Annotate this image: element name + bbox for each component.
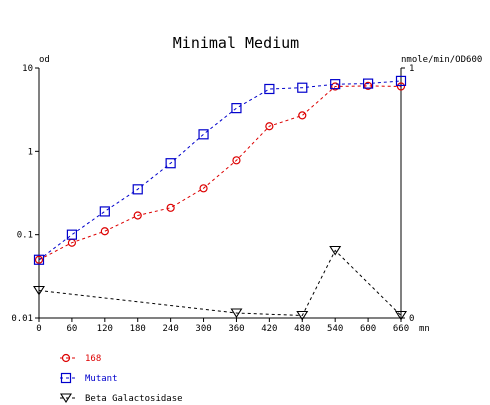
x-tick-label: 120: [97, 324, 113, 334]
x-tick-label: 180: [130, 324, 146, 334]
data-point: [133, 211, 142, 220]
data-point: [330, 79, 341, 90]
series-1: [33, 75, 407, 265]
legend-item: Mutant: [60, 372, 118, 384]
legend-marker: [61, 353, 71, 363]
data-point: [395, 310, 407, 321]
x-tick-label: 60: [66, 324, 77, 334]
legend-label: Beta Galactosidase: [85, 394, 183, 404]
series-line: [38, 249, 402, 317]
data-point: [396, 82, 406, 91]
data-point: [132, 184, 143, 195]
data-point: [265, 122, 274, 131]
left-tick-label: 1: [28, 147, 33, 157]
legend-item: Beta Galactosidase: [60, 393, 183, 404]
x-tick-label: 360: [228, 324, 244, 334]
data-point: [100, 227, 109, 236]
left-axis-label: od: [39, 55, 50, 65]
x-tick-label: 240: [163, 324, 179, 334]
axes-layer: 0 60 120 180 240 300 360 420 480 540 600 6601010.10…: [11, 64, 414, 334]
legend: 168 Mutant Beta Galactosidase: [60, 353, 183, 404]
data-point: [331, 82, 340, 91]
data-point: [198, 129, 209, 140]
data-point: [298, 111, 307, 120]
left-tick-label: 10: [22, 64, 33, 74]
x-axis-unit: mn: [419, 324, 430, 334]
data-point: [199, 184, 208, 193]
x-tick-label: 420: [261, 324, 277, 334]
series-line: [38, 85, 402, 261]
x-tick-label: 600: [360, 324, 376, 334]
x-tick-label: 660: [393, 324, 409, 334]
right-axis-label: nmole/min/OD600: [401, 55, 482, 65]
left-tick-label: 0.1: [17, 231, 33, 241]
legend-marker: [60, 372, 72, 384]
legend-label: Mutant: [85, 374, 118, 384]
x-tick-label: 300: [195, 324, 211, 334]
data-point: [395, 75, 407, 87]
data-point: [66, 229, 78, 240]
data-point: [362, 78, 374, 89]
x-tick-label: 540: [327, 324, 343, 334]
data-point: [296, 310, 309, 321]
data-point: [99, 206, 110, 217]
series-layer: [33, 75, 407, 321]
data-point: [264, 83, 275, 95]
chart-title: Minimal Medium: [173, 34, 299, 52]
x-tick-label: 0: [36, 324, 41, 334]
series-2: [33, 245, 407, 321]
data-point: [165, 158, 176, 169]
series-0: [34, 81, 406, 264]
left-tick-label: 0.01: [11, 314, 33, 324]
right-tick-label: 1: [409, 64, 414, 74]
legend-item: 168: [60, 353, 101, 364]
series-line: [38, 80, 402, 261]
right-tick-label: 0: [409, 314, 414, 324]
legend-marker: [60, 393, 72, 404]
data-point: [34, 255, 44, 264]
data-point: [329, 245, 342, 256]
x-tick-label: 480: [294, 324, 310, 334]
data-point: [231, 103, 242, 114]
legend-label: 168: [85, 354, 101, 364]
data-point: [33, 285, 45, 296]
data-point: [363, 81, 373, 90]
data-point: [166, 203, 175, 212]
data-point: [230, 308, 243, 319]
data-point: [297, 82, 308, 93]
data-point: [232, 156, 241, 165]
data-point: [33, 254, 45, 265]
